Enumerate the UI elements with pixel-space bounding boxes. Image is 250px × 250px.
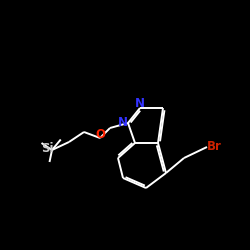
Text: Br: Br <box>206 140 222 153</box>
Text: O: O <box>95 128 105 141</box>
Text: N: N <box>118 116 128 130</box>
Text: Si: Si <box>41 142 54 154</box>
Text: N: N <box>135 97 145 110</box>
